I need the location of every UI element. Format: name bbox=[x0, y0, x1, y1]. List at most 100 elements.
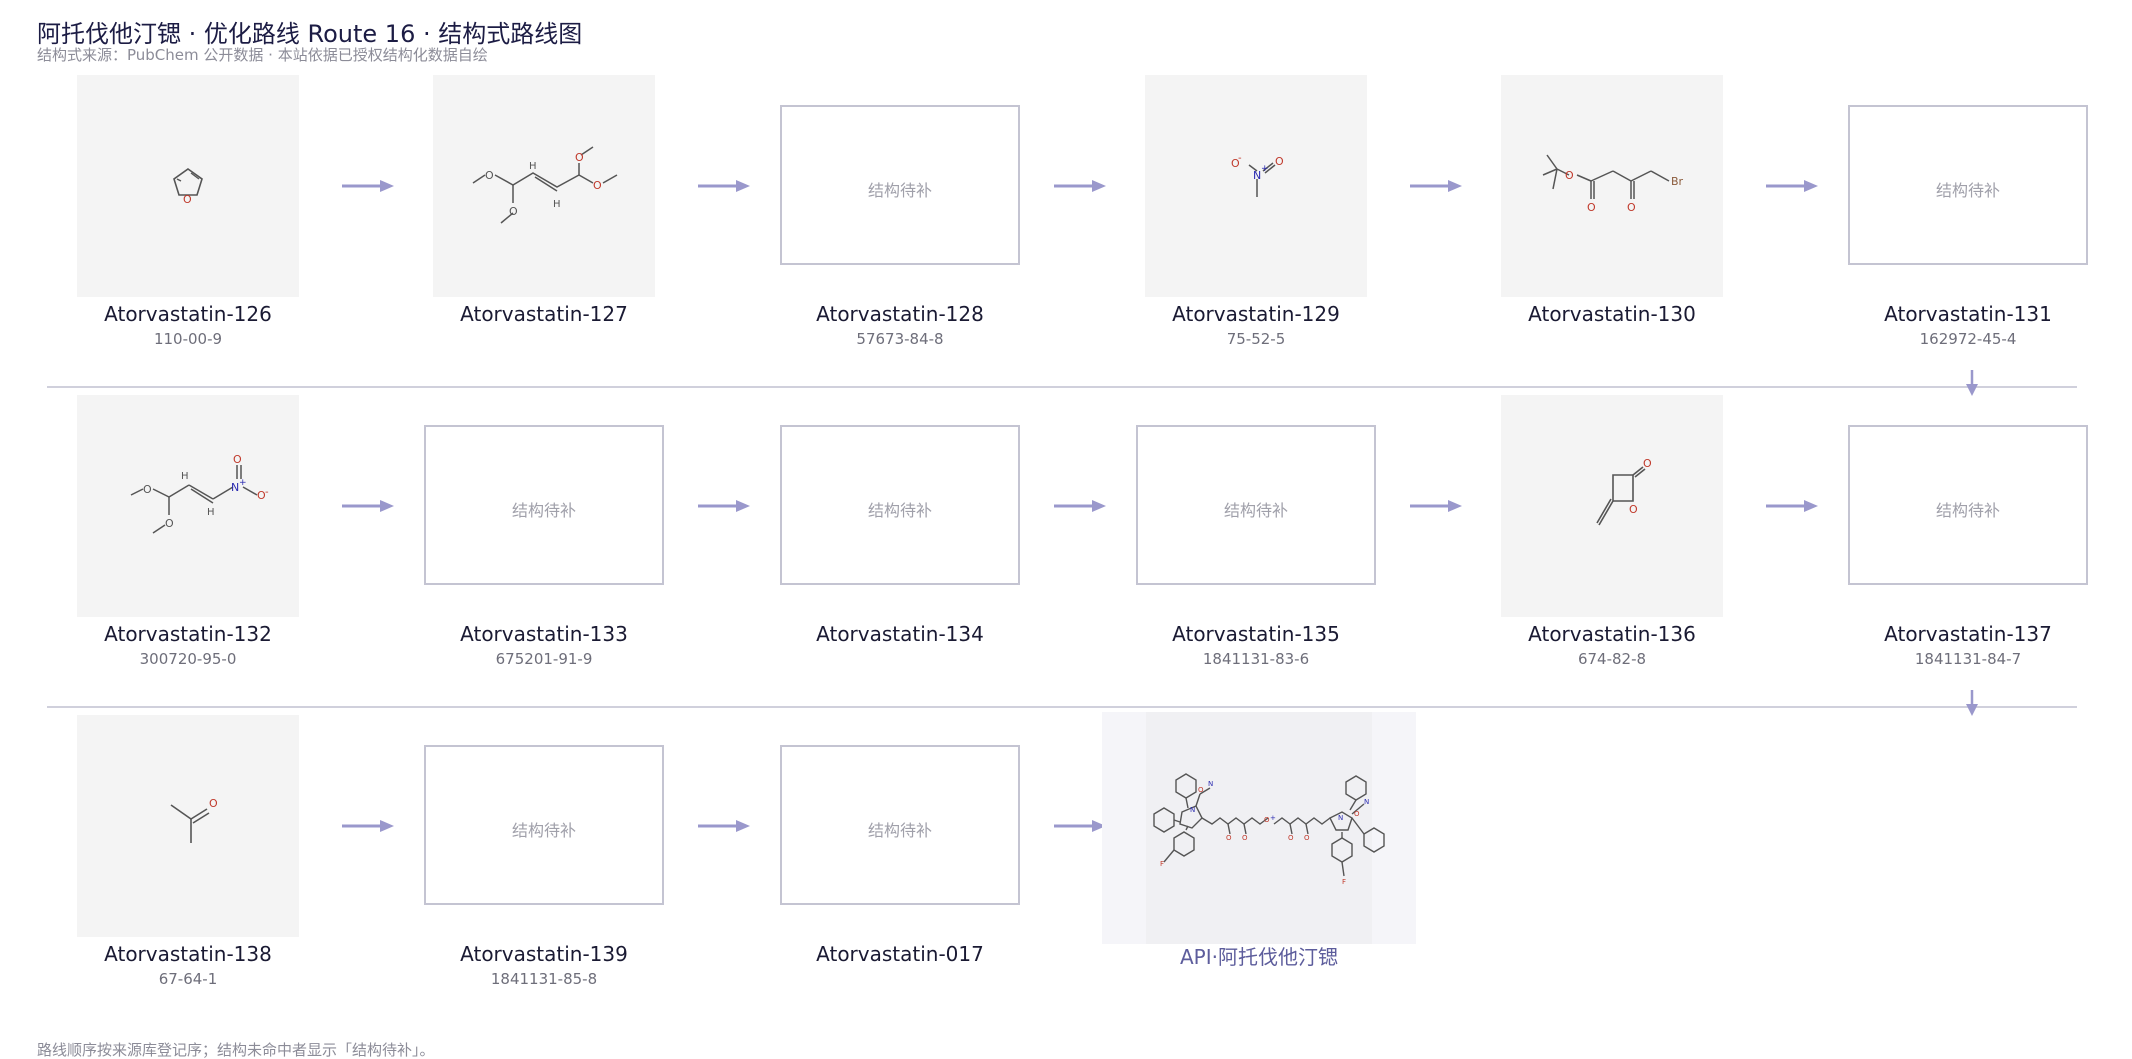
structure-placeholder: 结构待补 bbox=[780, 745, 1020, 905]
cas-number: 67-64-1 bbox=[158, 970, 218, 988]
api-atom-o-1: O bbox=[1226, 834, 1232, 842]
api-atom-sr: + bbox=[1270, 814, 1276, 822]
compound-name: Atorvastatin-130 bbox=[1528, 302, 1696, 326]
cas-number: 300720-95-0 bbox=[139, 650, 237, 668]
flow-arrow bbox=[1766, 180, 1818, 192]
cas-number: 75-52-5 bbox=[1226, 330, 1286, 348]
m138-atom-o: O bbox=[209, 797, 218, 810]
structure-image: O H O H O O bbox=[433, 75, 655, 297]
structure-image: O O O Br bbox=[1501, 75, 1723, 297]
route-node: 结构待补 Atorvastatin-135 1841131-83-6 bbox=[1068, 395, 1424, 685]
structure-drawing-dimethoxy-nitropropene: O O H H N + O O - bbox=[130, 453, 269, 534]
compound-name: Atorvastatin-138 bbox=[104, 942, 272, 966]
cas-number: 1841131-85-8 bbox=[490, 970, 598, 988]
placeholder-label: 结构待补 bbox=[1223, 501, 1288, 520]
route-node: 结构待补 Atorvastatin-131 162972-45-4 bbox=[1780, 75, 2132, 365]
m136-atom-o2: O bbox=[1629, 503, 1638, 516]
page-subtitle: 结构式来源：PubChem 公开数据 · 本站依据已授权结构化数据自绘 bbox=[37, 46, 488, 64]
m130-atom-br: Br bbox=[1671, 175, 1684, 188]
route-node: O O O Br Atorvastatin-130 bbox=[1424, 75, 1780, 365]
api-atom-o-3: O bbox=[1264, 816, 1270, 824]
m127-atom-h1: H bbox=[529, 161, 537, 172]
api-atom-n-right: N bbox=[1338, 814, 1343, 822]
placeholder-label: 结构待补 bbox=[1935, 181, 2000, 200]
flow-arrow bbox=[698, 180, 750, 192]
api-atom-f-left: F bbox=[1160, 860, 1164, 868]
m129-atom-plus: + bbox=[1261, 164, 1269, 174]
flow-arrow bbox=[1410, 500, 1462, 512]
route-node: 结构待补 Atorvastatin-017 bbox=[712, 715, 1068, 1005]
structure-drawing-furan: O bbox=[173, 168, 203, 206]
m127-atom-o2: O bbox=[509, 205, 518, 218]
m127-atom-o1: O bbox=[485, 169, 494, 182]
route-node: 结构待补 Atorvastatin-137 1841131-84-7 bbox=[1780, 395, 2132, 685]
flow-arrow bbox=[1766, 500, 1818, 512]
compound-name: Atorvastatin-133 bbox=[460, 622, 628, 646]
cas-number: 1841131-84-7 bbox=[1914, 650, 2022, 668]
placeholder-label: 结构待补 bbox=[867, 501, 932, 520]
structure-drawing-tbutyl-bromoacetoacetate: O O O Br bbox=[1542, 154, 1684, 214]
api-atom-o-5: O bbox=[1304, 834, 1310, 842]
route-node: 结构待补 Atorvastatin-134 bbox=[712, 395, 1068, 685]
flow-arrow bbox=[698, 500, 750, 512]
route-node: O O Atorvastatin-136 674-82-8 bbox=[1424, 395, 1780, 685]
structure-placeholder: 结构待补 bbox=[780, 425, 1020, 585]
flow-arrow bbox=[698, 820, 750, 832]
route-node: O H O H O O Atorvastatin-127 bbox=[356, 75, 712, 365]
cas-number: 162972-45-4 bbox=[1919, 330, 2017, 348]
structure-placeholder: 结构待补 bbox=[1848, 425, 2088, 585]
m132-atom-o1: O bbox=[143, 483, 152, 496]
route-node: O Atorvastatin-138 67-64-1 bbox=[0, 715, 356, 1005]
footer-note: 路线顺序按来源库登记序；结构未命中者显示「结构待补」。 bbox=[37, 1041, 435, 1059]
api-atom-o-amide-left: O bbox=[1198, 786, 1204, 794]
m129-atom-n: N bbox=[1253, 169, 1261, 182]
structure-image: O O H H N + O O - bbox=[77, 395, 299, 617]
m132-atom-h1: H bbox=[181, 471, 189, 482]
m136-atom-o1: O bbox=[1643, 457, 1652, 470]
m129-atom-o1: O bbox=[1231, 157, 1240, 170]
route-node: 结构待补 Atorvastatin-128 57673-84-8 bbox=[712, 75, 1068, 365]
placeholder-label: 结构待补 bbox=[1935, 501, 2000, 520]
compound-name: Atorvastatin-131 bbox=[1884, 302, 2052, 326]
api-atom-f-right: F bbox=[1342, 878, 1346, 886]
structure-image: O bbox=[77, 715, 299, 937]
structure-drawing-diketene: O O bbox=[1596, 457, 1652, 526]
placeholder-label: 结构待补 bbox=[511, 501, 576, 520]
structure-placeholder: 结构待补 bbox=[424, 425, 664, 585]
m127-atom-o4: O bbox=[593, 179, 602, 192]
structure-image: O bbox=[77, 75, 299, 297]
route-node: 结构待补 Atorvastatin-139 1841131-85-8 bbox=[356, 715, 712, 1005]
compound-name: Atorvastatin-128 bbox=[816, 302, 984, 326]
compound-name: Atorvastatin-135 bbox=[1172, 622, 1340, 646]
m130-atom-o2: O bbox=[1587, 201, 1596, 214]
cas-number: 675201-91-9 bbox=[495, 650, 593, 668]
compound-name: Atorvastatin-129 bbox=[1172, 302, 1340, 326]
flow-arrow bbox=[342, 180, 394, 192]
api-atom-o-amide-right: O bbox=[1354, 810, 1360, 818]
route-node: O Atorvastatin-126 110-00-9 bbox=[0, 75, 356, 365]
row-divider bbox=[47, 706, 2077, 708]
api-atom-o-2: O bbox=[1242, 834, 1248, 842]
compound-name: Atorvastatin-132 bbox=[104, 622, 272, 646]
cas-number: 110-00-9 bbox=[153, 330, 223, 348]
m132-atom-o4: O bbox=[257, 489, 266, 502]
structure-placeholder: 结构待补 bbox=[780, 105, 1020, 265]
m130-atom-o3: O bbox=[1627, 201, 1636, 214]
api-atom-nh-left: N bbox=[1208, 780, 1213, 788]
flow-arrow bbox=[1054, 820, 1106, 832]
structure-drawing-nitromethane: O - N + O bbox=[1231, 153, 1284, 197]
m127-atom-o3: O bbox=[575, 151, 584, 164]
structure-placeholder: 结构待补 bbox=[1136, 425, 1376, 585]
m132-atom-h2: H bbox=[207, 507, 215, 518]
row-divider bbox=[47, 386, 2077, 388]
flow-arrow bbox=[342, 820, 394, 832]
compound-name: Atorvastatin-137 bbox=[1884, 622, 2052, 646]
page-title: 阿托伐他汀锶 · 优化路线 Route 16 · 结构式路线图 bbox=[37, 20, 583, 48]
compound-name: Atorvastatin-017 bbox=[816, 942, 984, 966]
api-structure-drawing: N N O F O O O + O O N N O F bbox=[1153, 773, 1385, 886]
api-atom-o-4: O bbox=[1288, 834, 1294, 842]
flow-arrow bbox=[342, 500, 394, 512]
cas-number: 674-82-8 bbox=[1577, 650, 1647, 668]
compound-name: Atorvastatin-136 bbox=[1528, 622, 1696, 646]
flow-arrow bbox=[1410, 180, 1462, 192]
